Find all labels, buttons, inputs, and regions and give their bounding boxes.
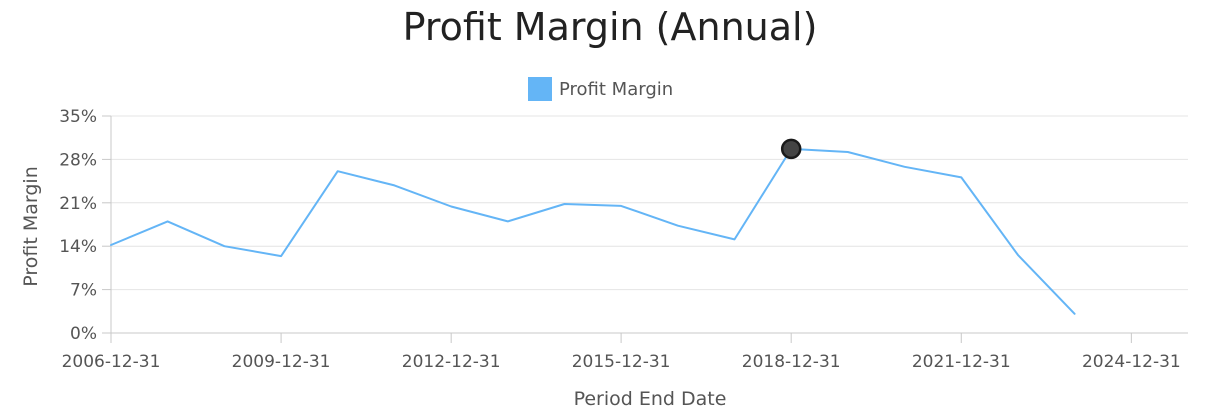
- data-point: [676, 224, 680, 228]
- y-tick-label: 14%: [59, 237, 97, 257]
- y-tick-label: 21%: [59, 194, 97, 214]
- data-point: [1073, 312, 1077, 316]
- series-line-0: [110, 147, 1076, 315]
- data-point: [619, 204, 623, 208]
- y-tick-label: 28%: [59, 150, 97, 170]
- data-point: [733, 237, 737, 241]
- data-point: [392, 183, 396, 187]
- data-point: [109, 243, 113, 247]
- x-tick-label: 2024-12-31: [1082, 352, 1181, 372]
- chart-title: Profit Margin (Annual): [403, 5, 818, 49]
- y-tick-label: 7%: [70, 281, 97, 301]
- x-tick-label: 2012-12-31: [402, 352, 501, 372]
- data-point: [222, 244, 226, 248]
- data-point: [336, 169, 340, 173]
- x-tick-label: 2006-12-31: [62, 352, 161, 372]
- data-point: [1016, 253, 1020, 257]
- x-axis-title: Period End Date: [574, 388, 727, 410]
- legend-label: Profit Margin: [559, 79, 673, 100]
- y-axis-title: Profit Margin: [20, 166, 42, 287]
- data-point: [449, 205, 453, 209]
- y-tick-label: 35%: [59, 107, 97, 127]
- x-tick-label: 2021-12-31: [912, 352, 1011, 372]
- x-tick-label: 2018-12-31: [742, 352, 841, 372]
- data-point: [846, 150, 850, 154]
- data-point: [279, 254, 283, 258]
- data-point: [506, 219, 510, 223]
- highlight-marker: [780, 138, 802, 160]
- y-tick-label: 0%: [70, 324, 97, 344]
- x-tick-label: 2015-12-31: [572, 352, 671, 372]
- legend-swatch: [528, 77, 552, 101]
- data-point: [166, 219, 170, 223]
- data-point: [562, 202, 566, 206]
- x-tick-label: 2009-12-31: [232, 352, 331, 372]
- data-point: [903, 165, 907, 169]
- data-point: [959, 175, 963, 179]
